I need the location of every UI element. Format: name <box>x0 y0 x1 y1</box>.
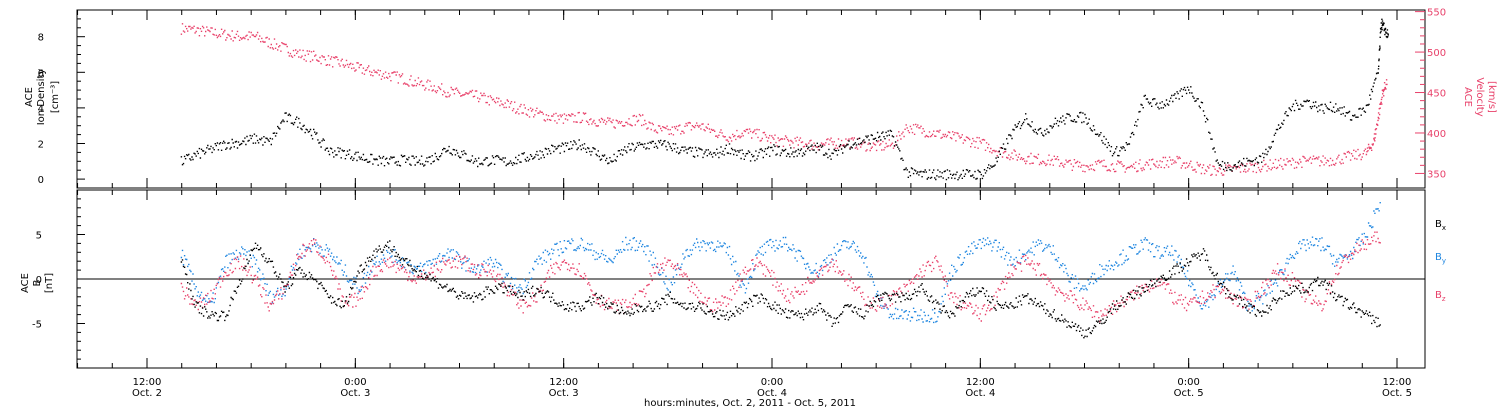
top-right-ylabel-line2: Velocity <box>1474 77 1485 116</box>
legend-sub-x: x <box>1442 224 1446 232</box>
velocity-series <box>180 23 1388 176</box>
top-right-tick-label: 450 <box>1427 89 1446 100</box>
x-tick-date: Oct. 4 <box>965 388 995 399</box>
top-ylabel-line1: ACE <box>24 87 35 107</box>
x-axis-label: hours:minutes, Oct. 2, 2011 - Oct. 5, 20… <box>644 398 856 409</box>
x-tick-time: 12:00 <box>1383 377 1412 388</box>
top-right-tick-label: 400 <box>1427 129 1446 140</box>
by-series-dots <box>180 202 1381 324</box>
x-tick-time: 0:00 <box>761 377 783 388</box>
x-tick-time: 12:00 <box>549 377 578 388</box>
bottom-left-tick-label: 5 <box>36 231 42 242</box>
velocity-series-dots <box>180 23 1388 176</box>
x-tick-date: Oct. 3 <box>340 388 370 399</box>
top-right-ylabel-unit: [km/s] <box>1486 81 1497 113</box>
x-tick-time: 12:00 <box>966 377 995 388</box>
top-left-tick-label: 0 <box>38 175 44 186</box>
top-left-tick-label: 8 <box>38 33 44 44</box>
x-tick-date: Oct. 3 <box>549 388 579 399</box>
legend-z: Bz <box>1435 290 1446 303</box>
bz-series-dots <box>180 231 1381 323</box>
top-ylabel-unit: [cm⁻³] <box>50 81 61 113</box>
density-series-dots <box>180 18 1390 181</box>
bottom-ylabel-unit: [nT] <box>44 273 55 293</box>
top-right-tick-label: 550 <box>1427 8 1446 19</box>
bottom-ylabel-line2: B <box>32 279 43 286</box>
top-left-tick-label: 6 <box>38 68 44 79</box>
top-right-tick-label: 350 <box>1427 169 1446 180</box>
x-tick-time: 0:00 <box>1177 377 1199 388</box>
x-tick-time: 0:00 <box>344 377 366 388</box>
density-series <box>180 18 1390 181</box>
legend-x: Bx <box>1435 219 1446 232</box>
bottom-left-tick-label: -5 <box>32 320 42 331</box>
legend-sub-z: z <box>1442 295 1446 303</box>
top-right-ylabel-line1: ACE <box>1462 87 1473 107</box>
x-tick-date: Oct. 5 <box>1382 388 1412 399</box>
bottom-left-tick-label: 0 <box>36 275 42 286</box>
bottom-ylabel-line1: ACE <box>20 273 31 293</box>
legend-sub-y: y <box>1442 257 1446 265</box>
by-series <box>180 202 1381 324</box>
x-tick-date: Oct. 5 <box>1174 388 1204 399</box>
top-left-tick-label: 2 <box>38 140 44 151</box>
legend-y: By <box>1435 252 1446 265</box>
bz-series <box>180 231 1381 323</box>
x-tick-date: Oct. 4 <box>757 388 787 399</box>
x-tick-date: Oct. 2 <box>132 388 162 399</box>
top-ylabel-line2: Ion Density <box>36 69 47 126</box>
x-tick-time: 12:00 <box>133 377 162 388</box>
top-right-tick-label: 500 <box>1427 48 1446 59</box>
top-left-tick-label: 4 <box>38 104 44 115</box>
